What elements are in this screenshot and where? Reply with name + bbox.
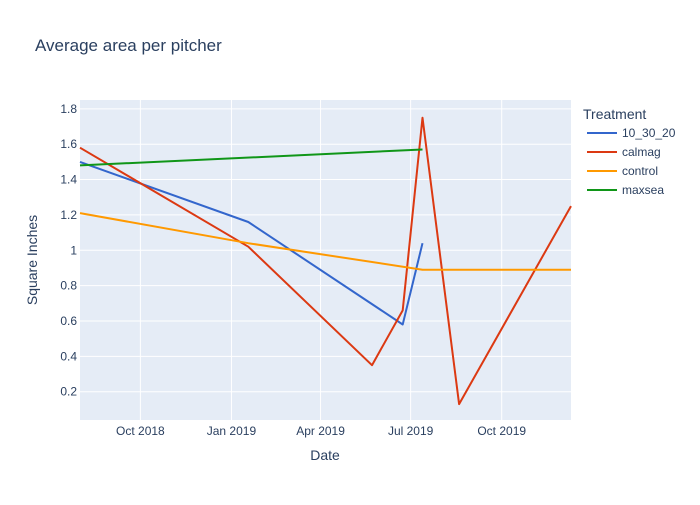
chart-title: Average area per pitcher (35, 36, 222, 55)
y-axis-ticks: 0.2 0.4 0.6 0.8 1 1.2 1.4 1.6 1.8 (60, 102, 77, 399)
series-line-control (79, 212, 571, 271)
y-tick-label: 1.6 (60, 137, 77, 151)
plot-area (80, 100, 571, 420)
y-axis-title: Square Inches (24, 215, 40, 305)
y-tick-label: 0.6 (60, 314, 77, 328)
series-lines (79, 116, 572, 406)
y-tick-label: 1.4 (60, 173, 77, 187)
legend-title: Treatment (583, 106, 646, 122)
series-line-10_30_20 (79, 160, 424, 326)
x-tick-label: Oct 2018 (116, 424, 165, 438)
y-tick-label: 1 (70, 243, 77, 257)
legend-item-label: calmag (622, 145, 661, 159)
x-tick-label: Jan 2019 (207, 424, 257, 438)
x-tick-label: Apr 2019 (296, 424, 345, 438)
series-line-maxsea (79, 148, 423, 167)
y-tick-label: 0.2 (60, 385, 77, 399)
legend-item-label: control (622, 164, 658, 178)
x-axis-ticks: Oct 2018 Jan 2019 Apr 2019 Jul 2019 Oct 2019 (116, 424, 526, 438)
x-tick-label: Jul 2019 (388, 424, 434, 438)
x-tick-label: Oct 2019 (477, 424, 526, 438)
legend-item-label: maxsea (622, 183, 664, 197)
y-tick-label: 1.2 (60, 208, 77, 222)
y-tick-label: 1.8 (60, 102, 77, 116)
x-axis-title: Date (310, 447, 340, 463)
grid (80, 100, 571, 420)
legend-item-label: 10_30_20 (622, 126, 676, 140)
y-tick-label: 0.4 (60, 349, 77, 363)
series-line-calmag (79, 116, 572, 406)
y-tick-label: 0.8 (60, 279, 77, 293)
